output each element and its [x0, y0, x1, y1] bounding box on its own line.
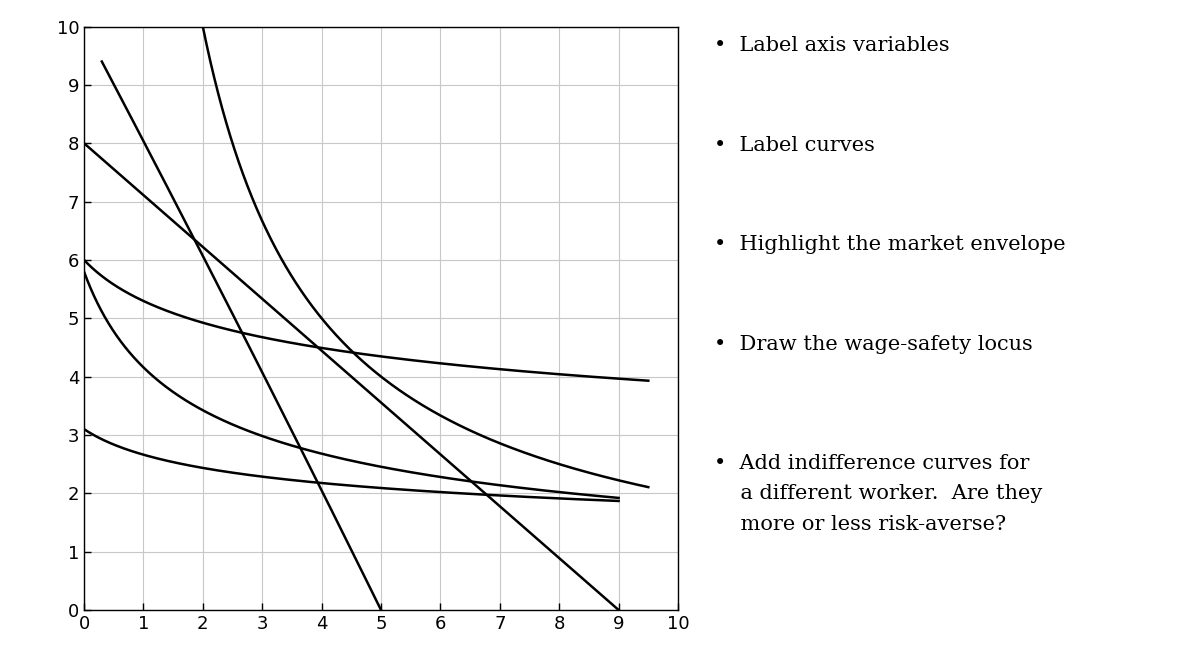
Text: •  Label curves: • Label curves [714, 136, 875, 155]
Text: •  Add indifference curves for
    a different worker.  Are they
    more or les: • Add indifference curves for a differen… [714, 454, 1043, 534]
Text: •  Highlight the market envelope: • Highlight the market envelope [714, 235, 1066, 255]
Text: •  Label axis variables: • Label axis variables [714, 36, 949, 56]
Text: •  Draw the wage-safety locus: • Draw the wage-safety locus [714, 335, 1033, 354]
